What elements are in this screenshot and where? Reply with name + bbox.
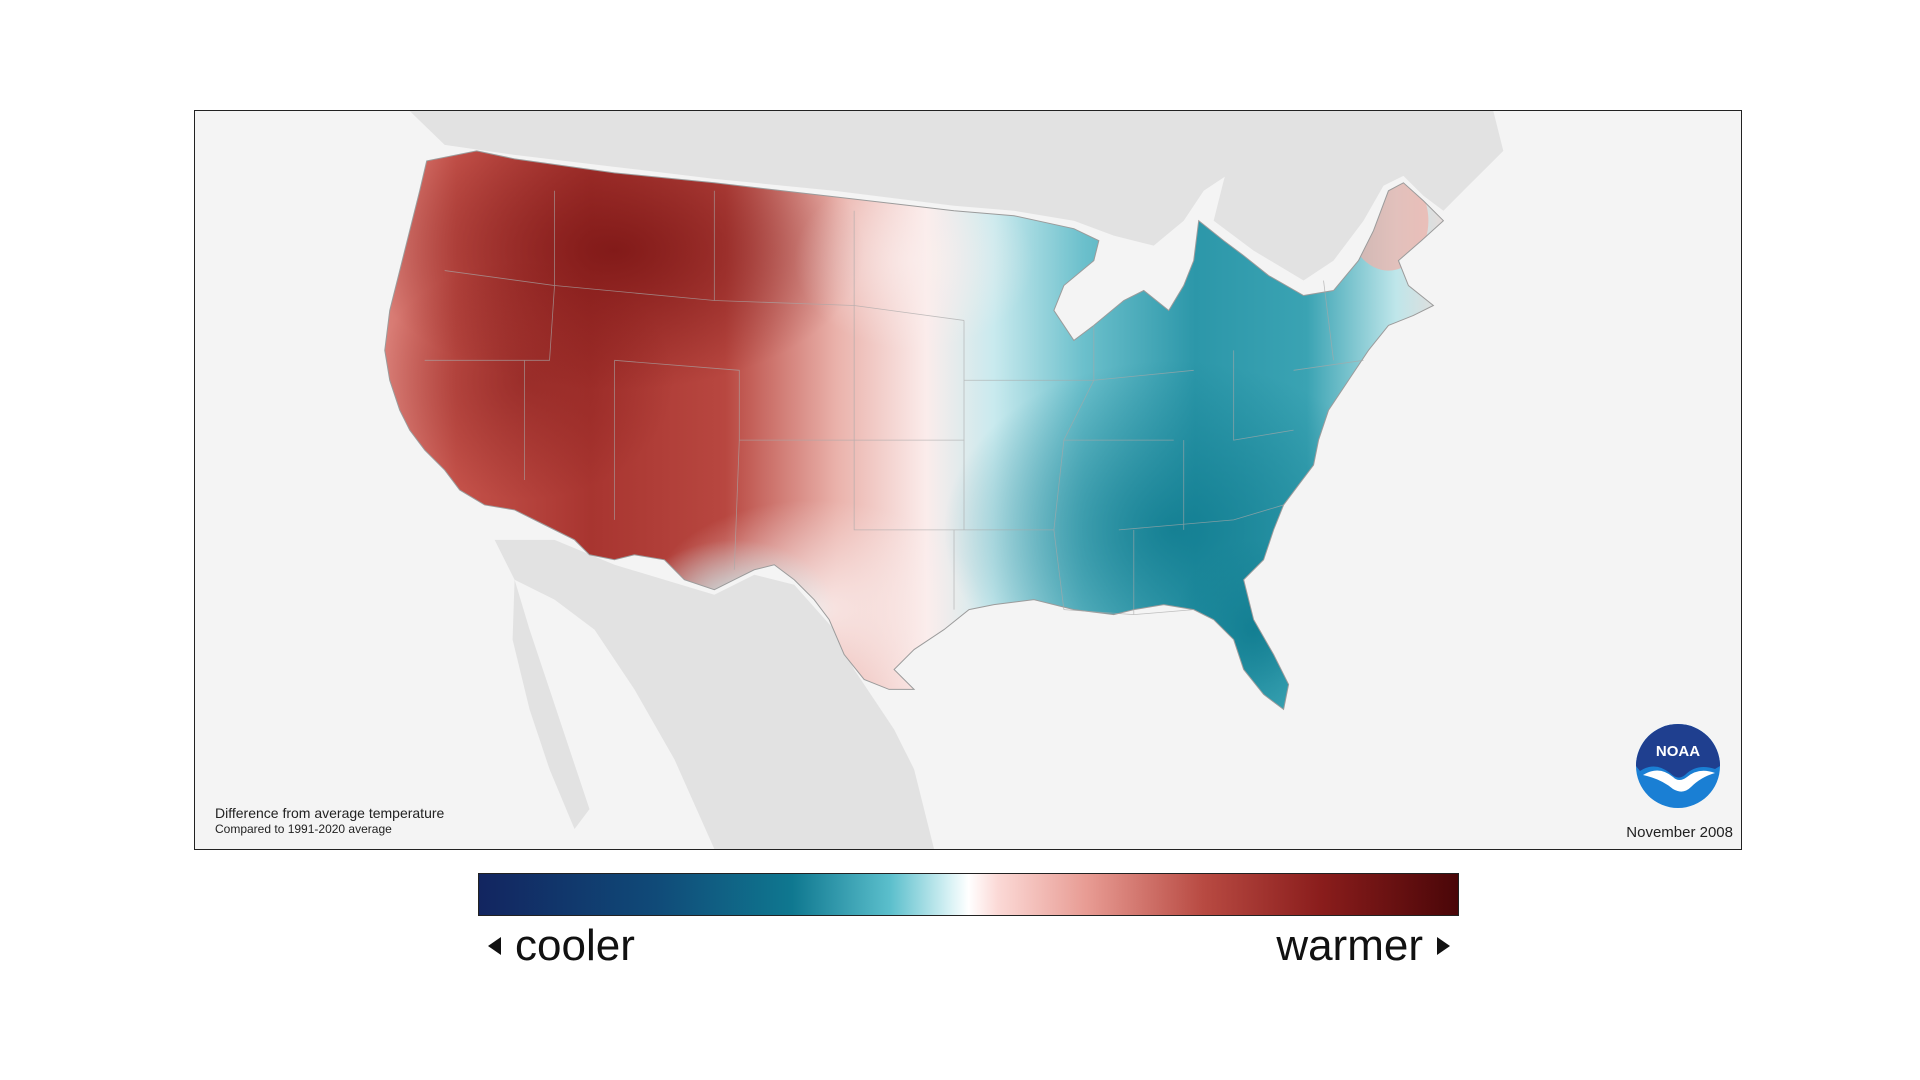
- caption-subtitle: Compared to 1991-2020 average: [215, 822, 392, 836]
- legend-warmer: warmer: [1276, 918, 1450, 974]
- mexico-landmass: [494, 539, 935, 849]
- arrow-right-icon: [1437, 937, 1450, 955]
- legend-cooler: cooler: [488, 918, 635, 974]
- legend-warmer-label: warmer: [1276, 921, 1423, 970]
- temperature-anomaly-map: NOAA Difference from average temperature…: [194, 110, 1742, 850]
- state-boundaries: [424, 190, 1364, 616]
- canada-east-landmass: [1213, 111, 1504, 281]
- map-graphic: [384, 111, 1504, 849]
- baja-landmass: [512, 579, 590, 830]
- map-caption: Difference from average temperature Comp…: [215, 804, 444, 837]
- color-scale-bar: [478, 873, 1459, 916]
- arrow-left-icon: [488, 937, 501, 955]
- canada-landmass: [394, 111, 1244, 246]
- noaa-logo-text: NOAA: [1656, 743, 1700, 760]
- legend-cooler-label: cooler: [515, 921, 635, 970]
- caption-title: Difference from average temperature: [215, 805, 445, 821]
- date-label: November 2008: [1626, 824, 1733, 841]
- noaa-logo-icon: NOAA: [1636, 724, 1720, 808]
